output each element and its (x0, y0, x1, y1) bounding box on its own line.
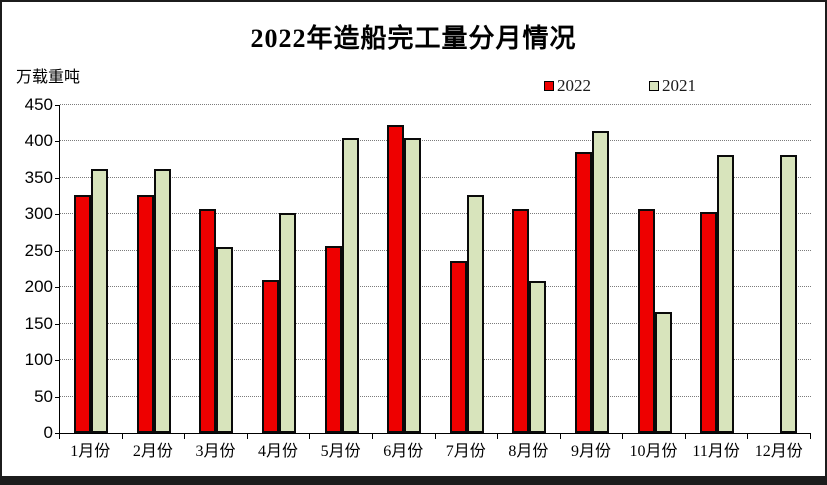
bar-2022-9月份 (574, 151, 592, 433)
gridline-450 (60, 104, 811, 105)
x-axis-tick (810, 434, 811, 439)
x-tick-label-12: 12月份 (754, 443, 803, 460)
y-axis-tick (55, 287, 60, 289)
x-tick-label-7: 7月份 (445, 443, 486, 460)
bar-2021-8月份 (529, 281, 547, 433)
x-tick-label-10: 10月份 (629, 443, 678, 460)
y-tick-label-400: 400 (24, 131, 53, 151)
gridline-200 (60, 286, 811, 288)
bar-2022-11月份 (700, 212, 718, 433)
bar-2022-2月份 (136, 194, 154, 433)
x-axis-tick (309, 434, 311, 439)
legend-item-2022: 2022 (544, 76, 591, 96)
bar-2022-7月份 (449, 260, 467, 433)
y-tick-label-50: 50 (34, 386, 53, 406)
x-axis-tick (246, 434, 248, 439)
y-tick-label-100: 100 (24, 350, 53, 370)
bar-2021-4月份 (279, 212, 297, 433)
bar-2021-12月份 (779, 154, 797, 433)
legend-swatch-2021-icon (649, 81, 659, 91)
gridline-350 (60, 176, 811, 178)
y-tick-label-150: 150 (24, 313, 53, 333)
x-tick-label-2: 2月份 (132, 443, 173, 460)
y-tick-label-250: 250 (24, 240, 53, 260)
x-tick-label-1: 1月份 (70, 443, 111, 460)
bar-2022-4月份 (262, 279, 280, 433)
x-tick-label-6: 6月份 (383, 443, 424, 460)
y-tick-label-0: 0 (43, 423, 53, 442)
bar-2021-9月份 (591, 130, 609, 433)
bar-2022-6月份 (387, 125, 405, 433)
legend-label-2021: 2021 (662, 76, 696, 95)
y-axis-tick (55, 177, 60, 179)
legend-swatch-2022-icon (544, 81, 554, 91)
bar-2022-8月份 (512, 208, 530, 433)
bar-2022-3月份 (199, 208, 217, 433)
y-axis-tick (55, 105, 60, 106)
x-axis-tick (434, 434, 436, 439)
y-tick-label-200: 200 (24, 277, 53, 297)
y-axis-unit-label: 万载重吨 (16, 69, 81, 86)
y-axis-tick (55, 141, 60, 143)
bar-2021-1月份 (91, 169, 109, 433)
x-tick-label-11: 11月份 (692, 443, 740, 460)
x-axis-tick (59, 434, 60, 439)
bar-2022-1月份 (74, 194, 92, 433)
gridline-100 (60, 359, 811, 361)
gridline-300 (60, 213, 811, 215)
x-axis-tick (684, 434, 686, 439)
bar-2021-3月份 (216, 247, 234, 433)
x-tick-label-4: 4月份 (258, 443, 299, 460)
bar-2021-7月份 (466, 194, 484, 433)
legend-label-2022: 2022 (557, 76, 591, 95)
y-axis-tick (55, 214, 60, 216)
bar-2021-11月份 (717, 155, 735, 433)
x-axis-tick (497, 434, 499, 439)
y-axis-tick (55, 360, 60, 362)
bar-2022-10月份 (637, 209, 655, 433)
y-axis-tick (55, 396, 60, 398)
y-tick-label-300: 300 (24, 204, 53, 224)
plot-area (59, 104, 811, 434)
gridline-400 (60, 140, 811, 142)
y-tick-label-450: 450 (24, 95, 53, 114)
bar-2021-5月份 (341, 137, 359, 433)
x-axis-tick (371, 434, 373, 439)
y-axis-tick (55, 250, 60, 252)
bar-2021-10月份 (654, 312, 672, 433)
x-axis-tick (184, 434, 186, 439)
y-axis-tick (55, 433, 60, 434)
x-tick-label-8: 8月份 (508, 443, 549, 460)
bar-2022-5月份 (324, 246, 342, 433)
x-axis-tick (747, 434, 749, 439)
chart-title: 2022年造船完工量分月情况 (250, 24, 577, 53)
gridline-150 (60, 322, 811, 324)
bar-2021-6月份 (404, 137, 422, 433)
bar-2021-2月份 (153, 169, 171, 433)
gridline-250 (60, 249, 811, 251)
legend: 2022 2021 (544, 76, 696, 96)
y-axis-tick (55, 323, 60, 325)
x-axis-tick (121, 434, 123, 439)
x-axis-tick (622, 434, 624, 439)
x-tick-label-5: 5月份 (320, 443, 361, 460)
x-tick-label-9: 9月份 (570, 443, 611, 460)
x-tick-label-3: 3月份 (195, 443, 236, 460)
gridline-50 (60, 395, 811, 397)
y-tick-label-350: 350 (24, 167, 53, 187)
x-axis-tick (559, 434, 561, 439)
bottom-black-strip (2, 476, 825, 483)
legend-item-2021: 2021 (649, 76, 696, 96)
